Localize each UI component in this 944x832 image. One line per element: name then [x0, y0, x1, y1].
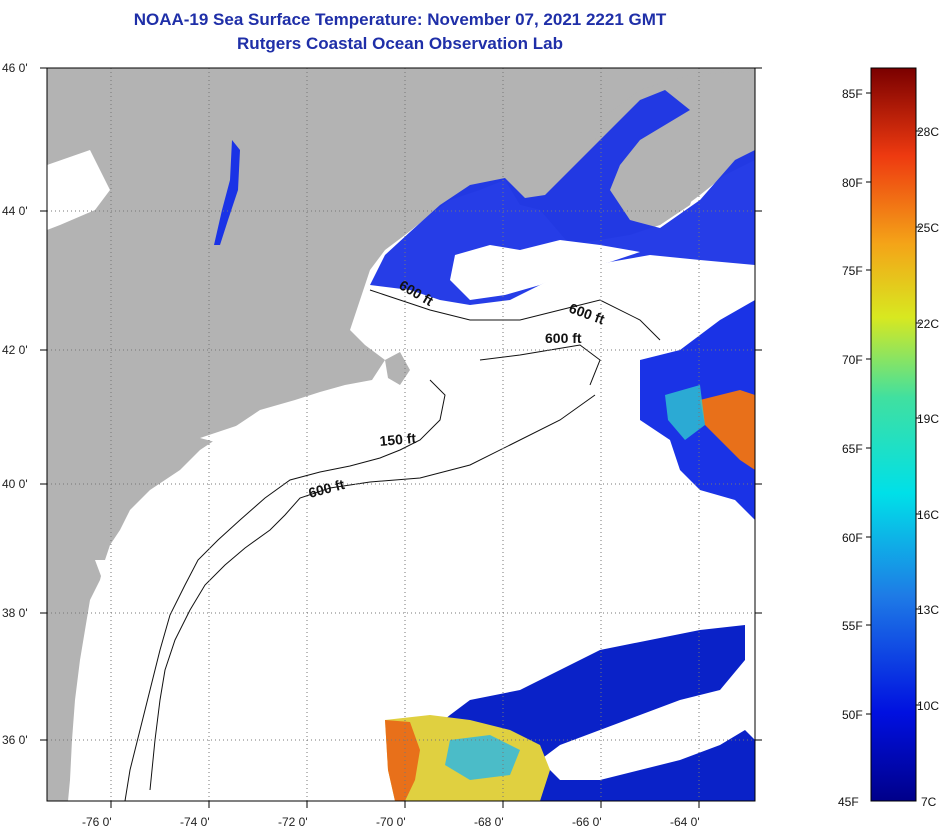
colorbar-f-45: 45F — [838, 795, 859, 809]
lat-label-42: 42 0' — [2, 343, 28, 357]
colorbar-f-75: 75F — [842, 264, 863, 278]
colorbar-c-22: 22C — [917, 317, 939, 331]
lat-label-46: 46 0' — [2, 61, 28, 75]
cloud-gulf — [450, 240, 640, 300]
colorbar-f-55: 55F — [842, 619, 863, 633]
land-long-island — [200, 402, 320, 442]
sst-cold-gulf-of-maine — [370, 90, 755, 305]
lake-ontario — [47, 150, 110, 230]
sst-mid-east — [665, 385, 705, 440]
lon-label-66: -66 0' — [572, 815, 602, 829]
bathymetry-contours — [124, 289, 661, 801]
sst-warm-east — [700, 390, 755, 470]
lon-label-72: -72 0' — [278, 815, 308, 829]
lon-label-64: -64 0' — [670, 815, 700, 829]
land-cape-cod — [385, 352, 410, 385]
colorbar-c-7: 7C — [921, 795, 937, 809]
lon-label-68: -68 0' — [474, 815, 504, 829]
colorbar-f-60: 60F — [842, 531, 863, 545]
map-title: NOAA-19 Sea Surface Temperature: Novembe… — [133, 10, 667, 29]
colorbar-ticks — [866, 92, 921, 715]
colorbar-f-85: 85F — [842, 87, 863, 101]
contour-label-4: 150 ft — [379, 430, 417, 449]
colorbar-c-16: 16C — [917, 508, 939, 522]
colorbar-f-80: 80F — [842, 176, 863, 190]
colorbar-c-13: 13C — [917, 603, 939, 617]
lat-label-44: 44 0' — [2, 204, 28, 218]
colorbar-f-65: 65F — [842, 442, 863, 456]
map-subtitle: Rutgers Coastal Ocean Observation Lab — [237, 34, 563, 53]
map-frame — [46, 67, 756, 802]
colorbar-c-10: 10C — [917, 699, 939, 713]
chesapeake-bay — [88, 560, 120, 790]
axis-ticks — [40, 67, 762, 808]
sst-gulf-stream-cyan — [445, 735, 520, 780]
lat-label-38: 38 0' — [2, 606, 28, 620]
colorbar-f-50: 50F — [842, 708, 863, 722]
lon-label-76: -76 0' — [82, 815, 112, 829]
colorbar-c-19: 19C — [917, 412, 939, 426]
contour-label-3: 600 ft — [545, 330, 582, 346]
lake-champlain — [214, 140, 240, 245]
lat-label-36: 36 0' — [2, 733, 28, 747]
lat-label-40: 40 0' — [2, 477, 28, 491]
colorbar-c-25: 25C — [917, 221, 939, 235]
land-mainland — [47, 68, 755, 801]
lon-label-70: -70 0' — [376, 815, 406, 829]
lon-label-74: -74 0' — [180, 815, 210, 829]
colorbar — [870, 67, 917, 802]
colorbar-f-70: 70F — [842, 353, 863, 367]
colorbar-c-28: 28C — [917, 125, 939, 139]
